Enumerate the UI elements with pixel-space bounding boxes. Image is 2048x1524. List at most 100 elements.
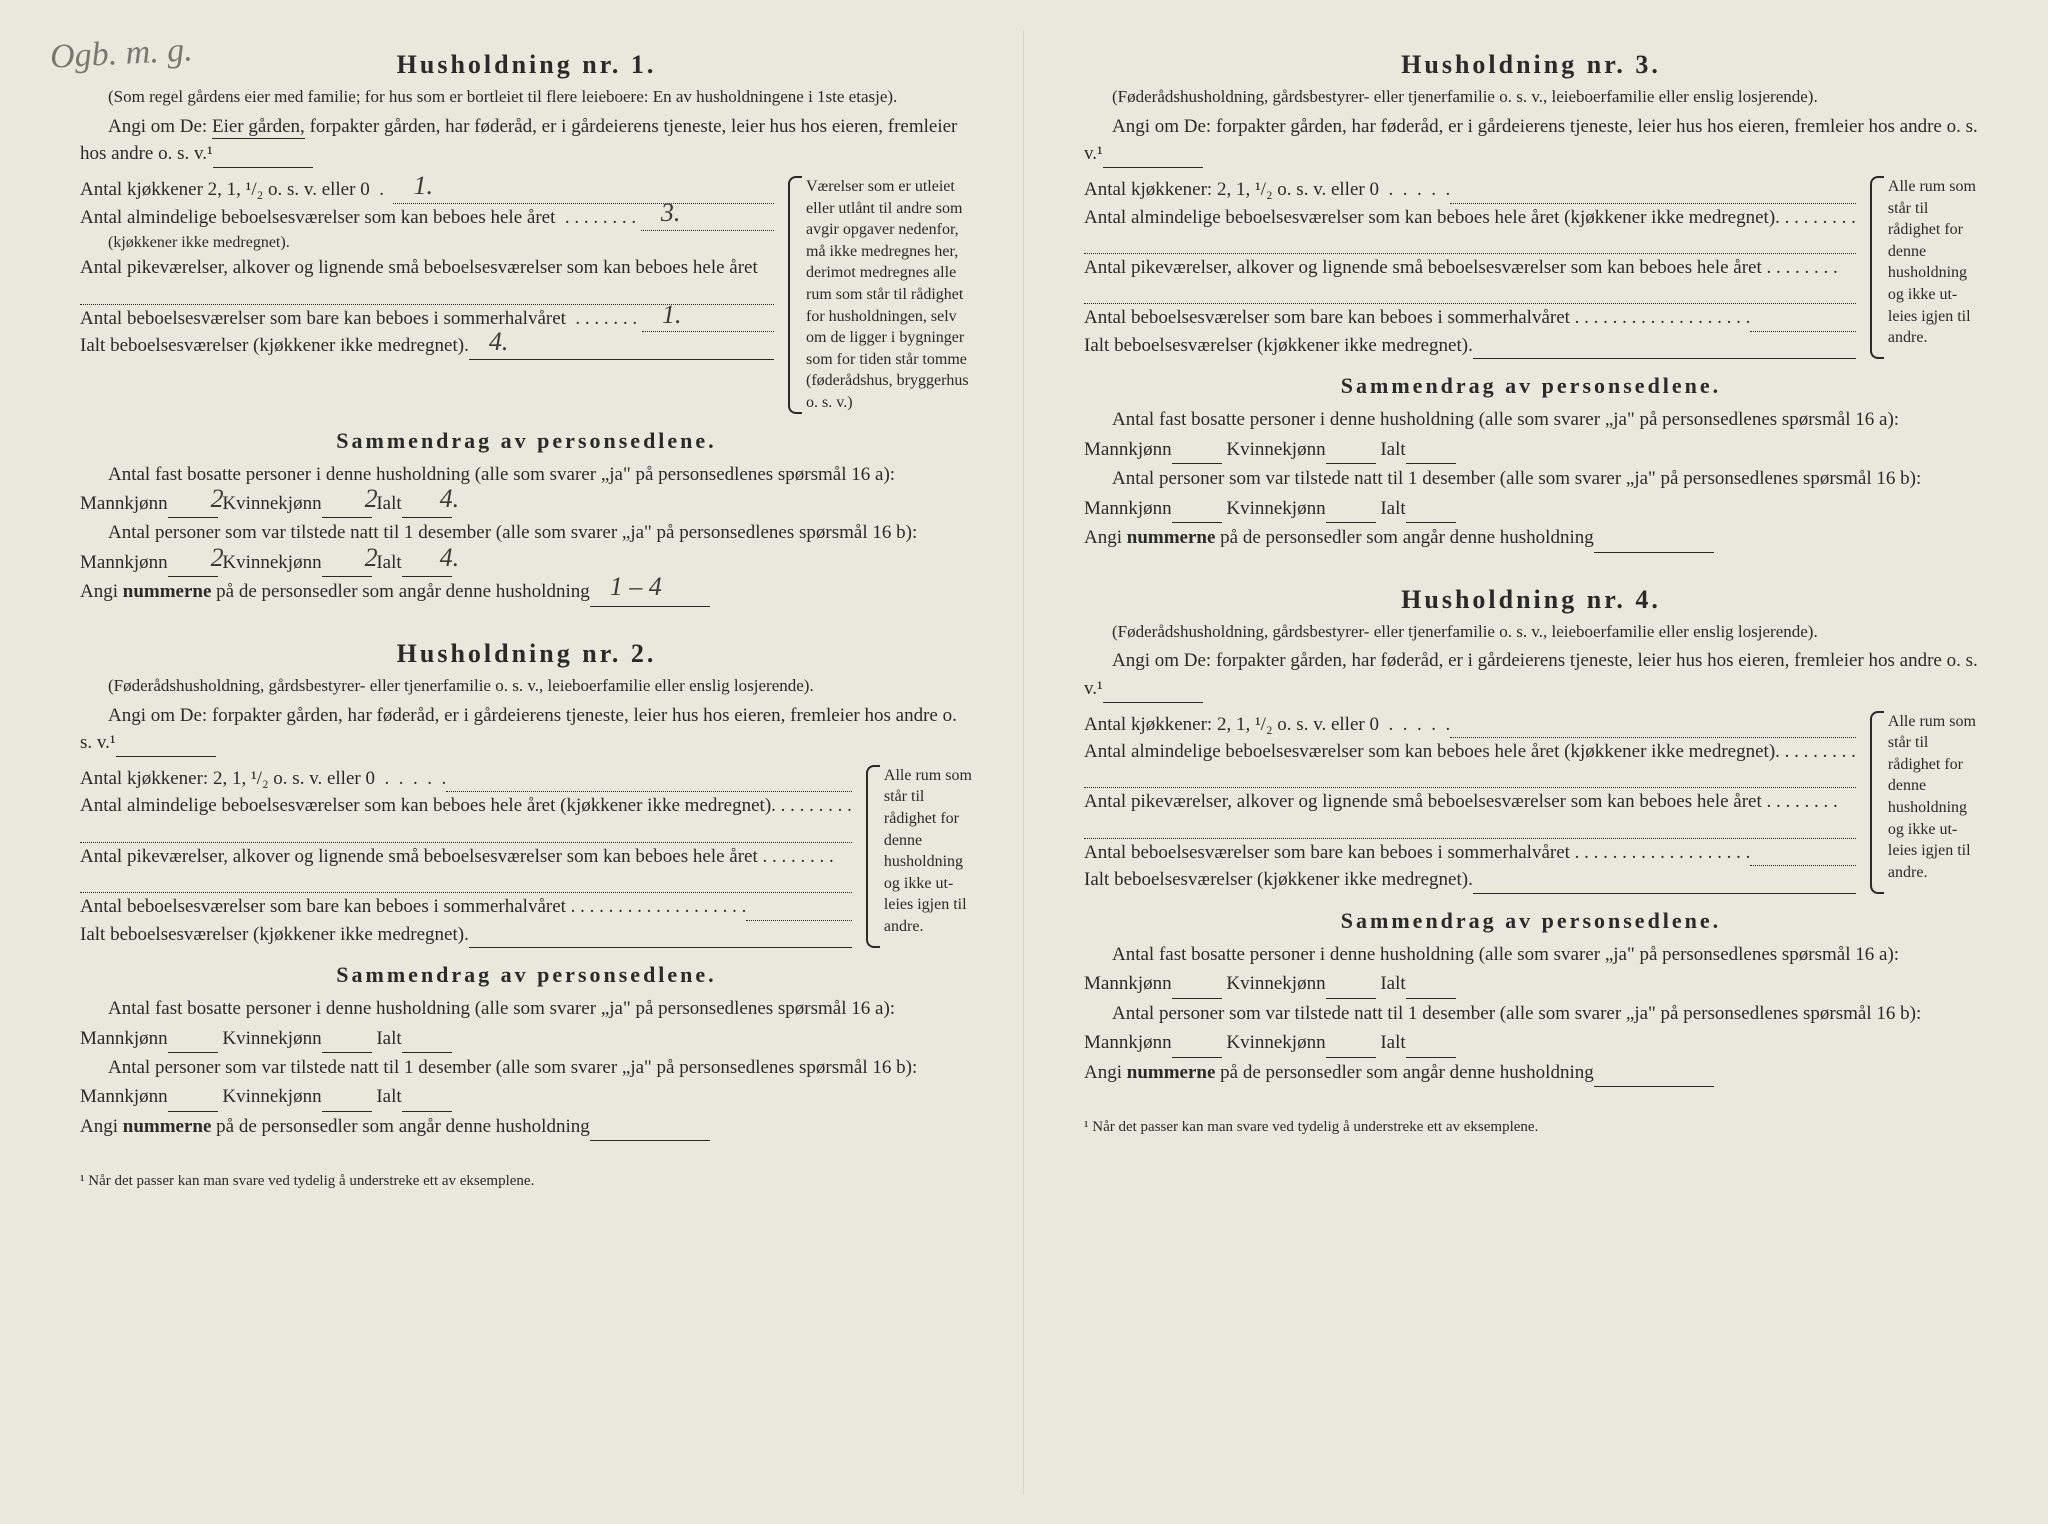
kvinnekjonn-field[interactable]: 2 [322,498,372,519]
angi-underlined: Eier gården, [212,116,305,139]
kvinnekjonn-field[interactable] [1326,502,1376,523]
household-subtitle: (Føderådshusholdning, gårdsbestyrer- ell… [1084,86,1978,109]
ialt-field[interactable] [1406,978,1456,999]
value-field[interactable] [1750,309,1855,332]
summary-16b: Antal personer som var tilstede natt til… [80,518,973,577]
summary-16b: Antal personer som var tilstede natt til… [1084,999,1978,1058]
kvinnekjonn-field[interactable]: 2 [322,556,372,577]
side-note: Alle rum som står til rådighet for denne… [866,765,973,948]
value-field[interactable]: 1. [642,309,774,332]
mannkjonn-field[interactable]: 2 [168,556,218,577]
household-title: Husholdning nr. 2. [80,639,973,669]
value-field[interactable] [80,870,852,893]
form-line: Antal pikeværelser, alkover og lignende … [1084,254,1856,304]
angi-om-de: Angi om De: Eier gården, forpakter gårde… [80,113,973,168]
ialt-field[interactable]: 4. [402,498,452,519]
mannkjonn-field[interactable] [1172,978,1222,999]
nummer-field[interactable] [1594,532,1714,553]
summary-title: Sammendrag av personsedlene. [1084,908,1978,934]
kvinnekjonn-field[interactable] [1326,443,1376,464]
summary-16b: Antal personer som var tilstede natt til… [1084,464,1978,523]
summary-title: Sammendrag av personsedlene. [1084,373,1978,399]
value-field[interactable]: 1. [393,181,774,204]
kvinnekjonn-field[interactable] [1326,1037,1376,1058]
right-page: Husholdning nr. 3. (Føderådshusholdning, … [1024,30,2028,1494]
value-field[interactable] [80,820,852,843]
summary-16b: Antal personer som var tilstede natt til… [80,1053,973,1112]
household-4: Husholdning nr. 4. (Føderådshusholdning, … [1084,585,1978,1088]
mannkjonn-field[interactable] [1172,502,1222,523]
mannkjonn-field[interactable]: 2 [168,498,218,519]
ialt-field[interactable]: 4. [402,556,452,577]
value-field[interactable] [446,770,852,793]
value-field[interactable] [1084,816,1856,839]
nummer-field[interactable] [1594,1066,1714,1087]
nummer-line: Angi nummerne på de personsedler som ang… [80,577,973,606]
form-line: Antal beboelsesværelser som bare kan beb… [1084,304,1856,332]
nummer-line: Angi nummerne på de personsedler som ang… [80,1112,973,1141]
form-line: Ialt beboelsesværelser (kjøkkener ikke m… [1084,866,1856,894]
value-field[interactable] [1473,337,1856,360]
value-field[interactable] [1084,281,1856,304]
form-line: Antal almindelige beboelsesværelser som … [80,204,774,232]
household-title: Husholdning nr. 4. [1084,585,1978,615]
value-field[interactable]: 3. [641,208,774,231]
household-subtitle: (Føderådshusholdning, gårdsbestyrer- ell… [80,675,973,698]
form-line: Antal almindelige beboelsesværelser som … [1084,738,1856,788]
nummer-field[interactable]: 1 – 4 [590,586,710,607]
value-field[interactable] [1450,181,1856,204]
form-line: Ialt beboelsesværelser (kjøkkener ikke m… [80,332,774,360]
household-subtitle: (Som regel gårdens eier med familie; for… [80,86,973,109]
form-line: Antal kjøkkener: 2, 1, ¹/₂ o. s. v. elle… [1084,711,1856,739]
ialt-field[interactable] [402,1032,452,1053]
side-note: Værelser som er utleiet eller utlånt til… [788,176,973,414]
side-note: Alle rum som står til rådighet for denne… [1870,711,1978,894]
kvinnekjonn-field[interactable] [322,1091,372,1112]
summary-title: Sammendrag av personsedlene. [80,428,973,454]
household-2: Husholdning nr. 2. (Føderådshusholdning, … [80,639,973,1142]
ialt-field[interactable] [1406,1037,1456,1058]
ialt-field[interactable] [402,1091,452,1112]
ialt-field[interactable] [1406,502,1456,523]
value-field[interactable] [1473,871,1856,894]
form-line: Antal almindelige beboelsesværelser som … [1084,204,1856,254]
mannkjonn-field[interactable] [1172,1037,1222,1058]
angi-om-de: Angi om De: forpakter gården, har føderå… [80,702,973,757]
left-page: Ogb. m. g. Husholdning nr. 1. (Som regel … [20,30,1024,1494]
summary-16a: Antal fast bosatte personer i denne hush… [80,460,973,519]
ialt-field[interactable] [1406,443,1456,464]
nummer-field[interactable] [590,1120,710,1141]
value-field[interactable] [469,925,852,948]
angi-om-de: Angi om De: forpakter gården, har føderå… [1084,113,1978,168]
form-line: Antal pikeværelser, alkover og lignende … [80,843,852,893]
household-title: Husholdning nr. 1. [80,50,973,80]
footnote-left: ¹ Når det passer kan man svare ved tydel… [80,1173,973,1190]
mannkjonn-field[interactable] [168,1091,218,1112]
kvinnekjonn-field[interactable] [1326,978,1376,999]
summary-16a: Antal fast bosatte personer i denne hush… [80,994,973,1053]
household-title: Husholdning nr. 3. [1084,50,1978,80]
form-line: Antal kjøkkener: 2, 1, ¹/₂ o. s. v. elle… [1084,176,1856,204]
value-field[interactable] [1084,231,1856,254]
form-line: Antal beboelsesværelser som bare kan beb… [80,893,852,921]
household-1: Husholdning nr. 1. (Som regel gårdens eie… [80,50,973,607]
value-field[interactable] [746,898,851,921]
form-line: Antal beboelsesværelser som bare kan beb… [1084,839,1856,867]
form-line: Antal almindelige beboelsesværelser som … [80,792,852,842]
household-3: Husholdning nr. 3. (Føderådshusholdning, … [1084,50,1978,553]
mannkjonn-field[interactable] [1172,443,1222,464]
side-note: Alle rum som står til rådighet for denne… [1870,176,1978,359]
value-field[interactable] [1084,766,1856,789]
value-field[interactable] [1750,844,1855,867]
form-line: Antal pikeværelser, alkover og lignende … [1084,788,1856,838]
kvinnekjonn-field[interactable] [322,1032,372,1053]
value-field[interactable] [1450,715,1856,738]
handwritten-corner-note: Ogb. m. g. [49,31,193,76]
mannkjonn-field[interactable] [168,1032,218,1053]
form-line: Ialt beboelsesværelser (kjøkkener ikke m… [1084,332,1856,360]
footnote-right: ¹ Når det passer kan man svare ved tydel… [1084,1119,1978,1136]
summary-16a: Antal fast bosatte personer i denne hush… [1084,940,1978,999]
value-field[interactable]: 4. [469,337,774,360]
nummer-line: Angi nummerne på de personsedler som ang… [1084,1058,1978,1087]
household-subtitle: (Føderådshusholdning, gårdsbestyrer- ell… [1084,621,1978,644]
